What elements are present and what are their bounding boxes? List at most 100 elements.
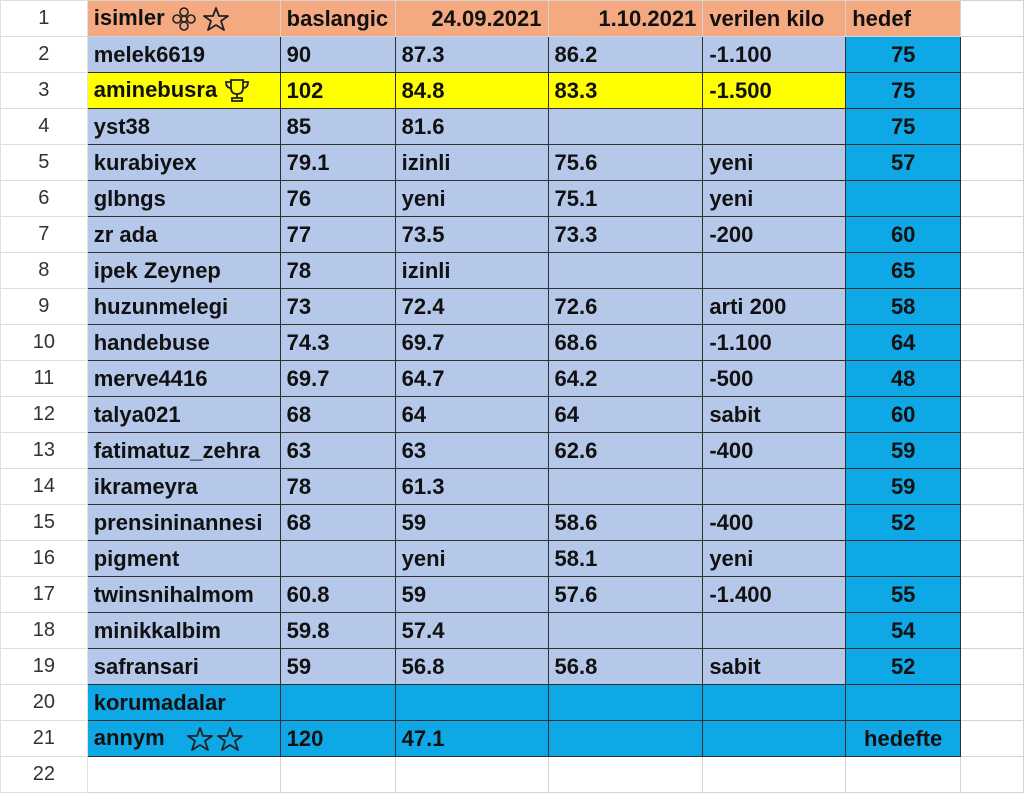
cell-name[interactable]: annym <box>86 720 281 757</box>
cell-date1[interactable]: yeni <box>394 180 549 217</box>
cell-empty[interactable] <box>960 468 1024 505</box>
cell-start[interactable]: 77 <box>279 216 396 253</box>
cell-date1[interactable]: 59 <box>394 504 549 541</box>
cell-date1[interactable]: yeni <box>394 540 549 577</box>
cell-name[interactable]: korumadalar <box>86 684 281 721</box>
cell-date2[interactable] <box>547 108 704 145</box>
row-number[interactable]: 20 <box>0 684 88 721</box>
cell-lost[interactable] <box>702 720 847 757</box>
cell-empty[interactable] <box>960 180 1024 217</box>
cell-lost[interactable]: -1.400 <box>702 576 847 613</box>
cell-goal[interactable]: 59 <box>845 468 962 505</box>
cell-date1[interactable]: 64.7 <box>394 360 549 397</box>
cell-header-name[interactable]: isimler <box>86 0 281 37</box>
cell-date1[interactable]: 84.8 <box>394 72 549 109</box>
row-number[interactable]: 7 <box>0 216 88 253</box>
cell-start[interactable] <box>279 684 396 721</box>
cell-date2[interactable]: 64.2 <box>547 360 704 397</box>
cell-start[interactable]: 63 <box>279 432 396 469</box>
row-number[interactable]: 2 <box>0 36 88 73</box>
cell-empty[interactable] <box>960 216 1024 253</box>
cell-lost[interactable] <box>702 108 847 145</box>
cell-date1[interactable] <box>394 756 549 793</box>
cell-start[interactable]: 59 <box>279 648 396 685</box>
cell-start[interactable]: 60.8 <box>279 576 396 613</box>
cell-goal[interactable]: 55 <box>845 576 962 613</box>
cell-date1[interactable]: 87.3 <box>394 36 549 73</box>
cell-start[interactable]: 74.3 <box>279 324 396 361</box>
cell-lost[interactable]: sabit <box>702 396 847 433</box>
cell-empty[interactable] <box>960 36 1024 73</box>
cell-date1[interactable]: 47.1 <box>394 720 549 757</box>
cell-date2[interactable] <box>547 684 704 721</box>
cell-goal[interactable] <box>845 540 962 577</box>
cell-date1[interactable]: 63 <box>394 432 549 469</box>
cell-start[interactable]: 76 <box>279 180 396 217</box>
cell-date2[interactable] <box>547 756 704 793</box>
cell-empty[interactable] <box>960 504 1024 541</box>
row-number[interactable]: 11 <box>0 360 88 397</box>
cell-empty[interactable] <box>960 648 1024 685</box>
cell-lost[interactable]: yeni <box>702 540 847 577</box>
cell-date2[interactable]: 86.2 <box>547 36 704 73</box>
cell-date2[interactable] <box>547 720 704 757</box>
cell-goal[interactable]: 75 <box>845 72 962 109</box>
cell-start[interactable]: 68 <box>279 396 396 433</box>
cell-name[interactable]: melek6619 <box>86 36 281 73</box>
row-number[interactable]: 16 <box>0 540 88 577</box>
cell-name[interactable]: handebuse <box>86 324 281 361</box>
cell-empty[interactable] <box>960 252 1024 289</box>
cell-name[interactable]: aminebusra <box>86 72 281 109</box>
cell-date2[interactable]: 75.1 <box>547 180 704 217</box>
cell-empty[interactable] <box>960 360 1024 397</box>
cell-date2[interactable]: 57.6 <box>547 576 704 613</box>
cell-header-date2[interactable]: 1.10.2021 <box>547 0 704 37</box>
row-number[interactable]: 13 <box>0 432 88 469</box>
row-number[interactable]: 17 <box>0 576 88 613</box>
cell-date2[interactable]: 75.6 <box>547 144 704 181</box>
cell-date2[interactable] <box>547 612 704 649</box>
cell-goal[interactable]: 60 <box>845 396 962 433</box>
cell-name[interactable]: twinsnihalmom <box>86 576 281 613</box>
cell-date1[interactable]: izinli <box>394 252 549 289</box>
cell-start[interactable]: 90 <box>279 36 396 73</box>
cell-goal[interactable]: 57 <box>845 144 962 181</box>
cell-start[interactable]: 79.1 <box>279 144 396 181</box>
row-number[interactable]: 8 <box>0 252 88 289</box>
cell-name[interactable] <box>86 756 281 793</box>
cell-name[interactable]: ikrameyra <box>86 468 281 505</box>
cell-name[interactable]: fatimatuz_zehra <box>86 432 281 469</box>
cell-goal[interactable] <box>845 756 962 793</box>
cell-date2[interactable]: 64 <box>547 396 704 433</box>
cell-goal[interactable]: 60 <box>845 216 962 253</box>
cell-date2[interactable] <box>547 468 704 505</box>
cell-empty[interactable] <box>960 144 1024 181</box>
cell-name[interactable]: yst38 <box>86 108 281 145</box>
cell-start[interactable] <box>279 540 396 577</box>
cell-date1[interactable]: 69.7 <box>394 324 549 361</box>
cell-date2[interactable]: 68.6 <box>547 324 704 361</box>
cell-start[interactable]: 78 <box>279 468 396 505</box>
row-number[interactable]: 14 <box>0 468 88 505</box>
cell-lost[interactable]: -1.500 <box>702 72 847 109</box>
cell-empty[interactable] <box>960 288 1024 325</box>
cell-date2[interactable]: 73.3 <box>547 216 704 253</box>
cell-header-goal[interactable]: hedef <box>845 0 962 37</box>
cell-start[interactable]: 120 <box>279 720 396 757</box>
cell-start[interactable]: 69.7 <box>279 360 396 397</box>
cell-lost[interactable]: -1.100 <box>702 324 847 361</box>
cell-empty[interactable] <box>960 432 1024 469</box>
cell-date2[interactable]: 62.6 <box>547 432 704 469</box>
cell-date1[interactable]: izinli <box>394 144 549 181</box>
cell-start[interactable] <box>279 756 396 793</box>
cell-goal[interactable]: 54 <box>845 612 962 649</box>
cell-lost[interactable]: sabit <box>702 648 847 685</box>
cell-date1[interactable]: 57.4 <box>394 612 549 649</box>
cell-name[interactable]: prensininannesi <box>86 504 281 541</box>
cell-date1[interactable]: 64 <box>394 396 549 433</box>
cell-start[interactable]: 102 <box>279 72 396 109</box>
cell-empty[interactable] <box>960 324 1024 361</box>
cell-name[interactable]: huzunmelegi <box>86 288 281 325</box>
cell-goal[interactable]: 64 <box>845 324 962 361</box>
cell-date2[interactable]: 83.3 <box>547 72 704 109</box>
